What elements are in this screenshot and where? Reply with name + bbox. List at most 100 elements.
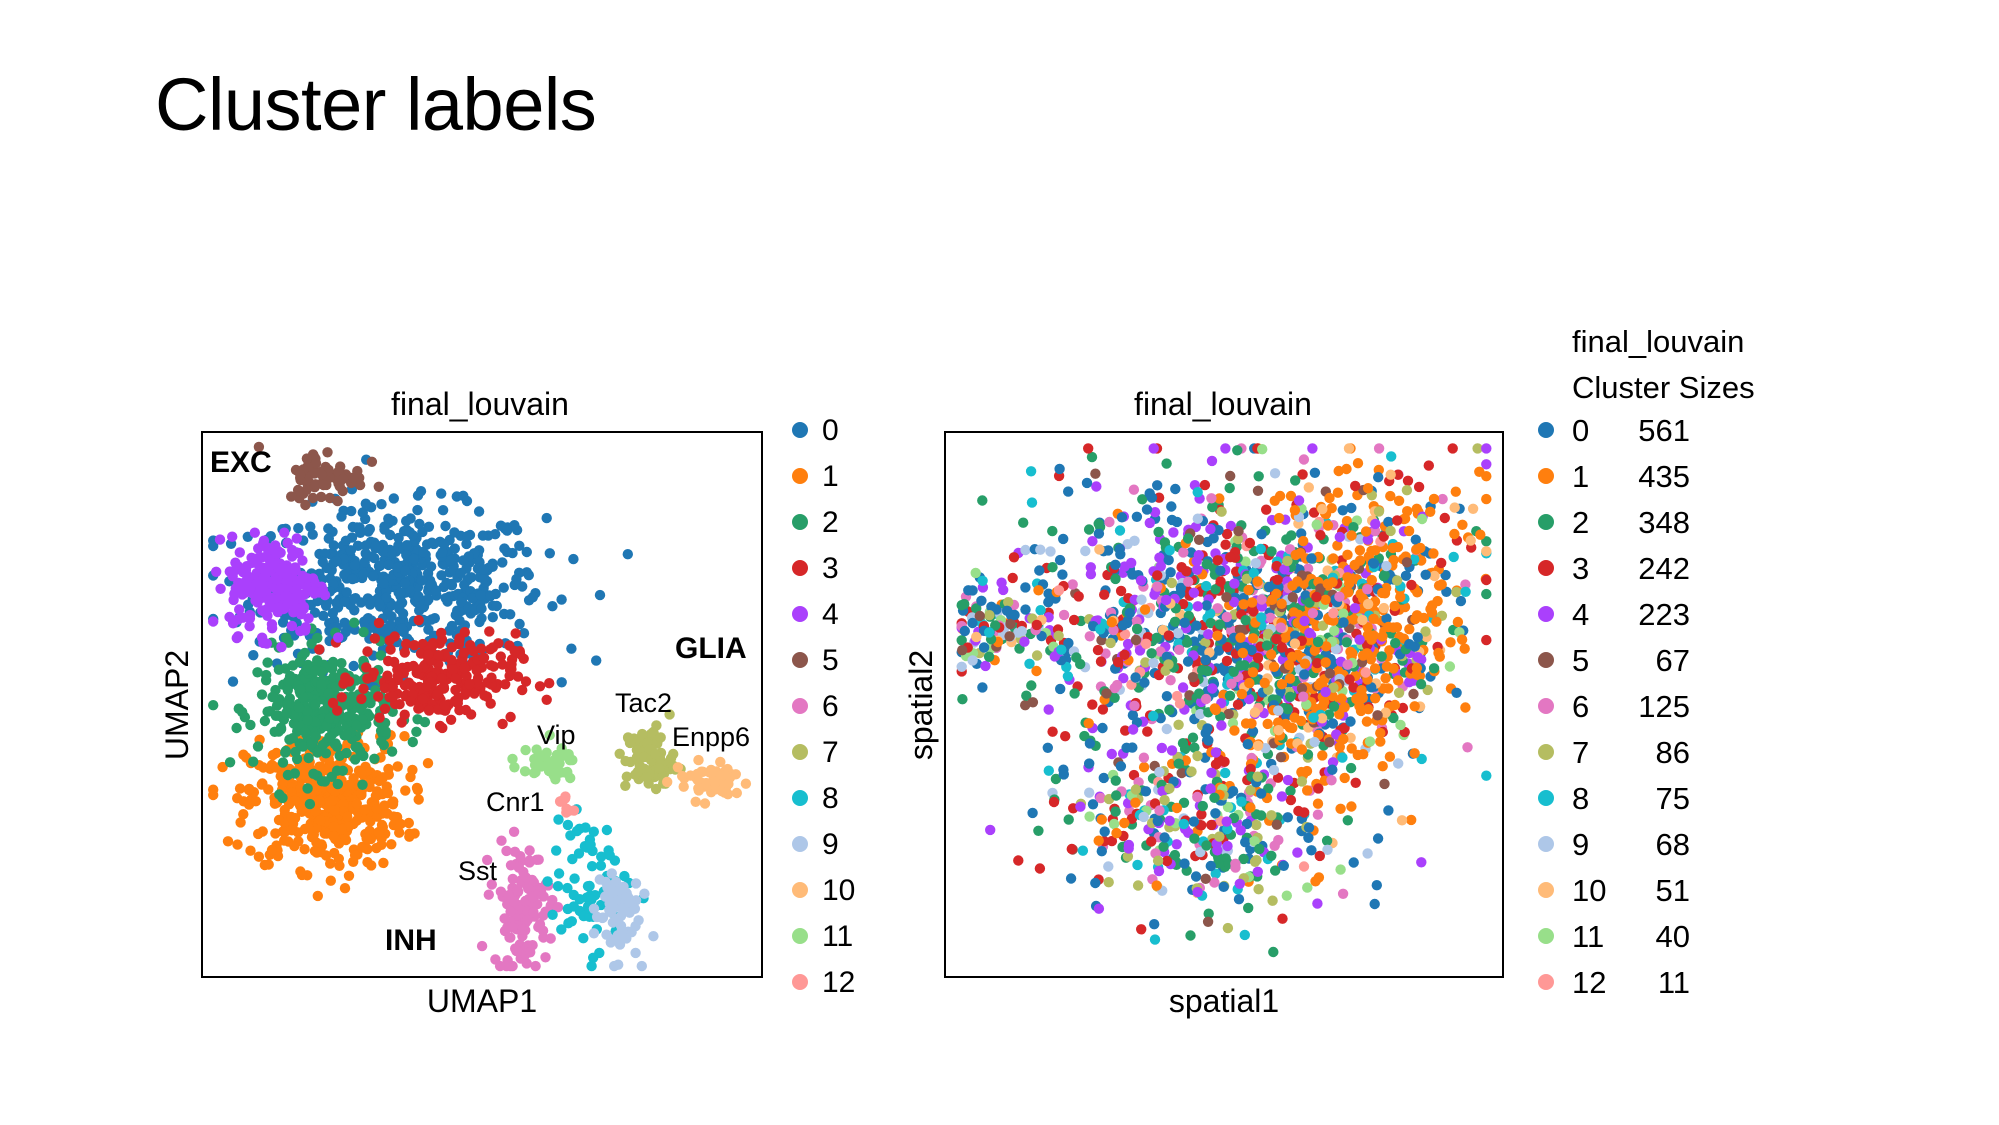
spatial-point-cluster-1 [1411, 610, 1423, 621]
spatial-point-cluster-1 [1214, 493, 1225, 504]
umap-point-cluster-0 [491, 600, 502, 612]
umap-point-cluster-3 [399, 709, 410, 720]
spatial-point-cluster-3 [1392, 469, 1404, 480]
spatial-point-cluster-4 [1293, 495, 1305, 506]
umap-point-cluster-3 [506, 659, 517, 670]
umap-point-cluster-1 [244, 783, 255, 795]
spatial-point-cluster-9 [967, 655, 978, 666]
umap-point-cluster-0 [437, 547, 448, 558]
umap-legend-marker-12 [792, 974, 808, 990]
spatial-point-cluster-1 [1246, 597, 1258, 608]
spatial-point-cluster-1 [1328, 553, 1339, 564]
umap-point-cluster-5 [348, 472, 359, 483]
spatial-point-cluster-4 [1334, 531, 1346, 543]
spatial-point-cluster-2 [1428, 663, 1440, 674]
spatial-point-cluster-3 [1146, 836, 1157, 847]
umap-point-cluster-1 [234, 783, 246, 794]
umap-point-cluster-0 [336, 511, 347, 522]
spatial-point-cluster-8 [1025, 466, 1037, 477]
spatial-point-cluster-7 [1401, 485, 1413, 496]
umap-point-cluster-0 [248, 650, 259, 661]
spatial-point-cluster-1 [1459, 643, 1470, 654]
spatial-point-cluster-10 [1249, 707, 1261, 718]
spatial-point-cluster-2 [1197, 800, 1209, 812]
umap-point-cluster-3 [373, 691, 384, 702]
spatial-point-cluster-5 [1271, 819, 1283, 830]
umap-point-cluster-2 [310, 730, 321, 742]
umap-point-cluster-1 [422, 758, 434, 769]
umap-legend-marker-9 [792, 836, 808, 852]
spatial-point-cluster-7 [1262, 628, 1274, 640]
umap-point-cluster-0 [366, 551, 378, 562]
umap-point-cluster-2 [252, 741, 264, 752]
umap-point-cluster-1 [328, 830, 339, 842]
spatial-point-cluster-0 [1213, 645, 1225, 656]
spatial-point-cluster-4 [1205, 783, 1216, 794]
umap-point-cluster-1 [295, 866, 306, 877]
spatial-point-cluster-4 [1279, 564, 1290, 575]
umap-point-cluster-7 [614, 748, 625, 759]
umap-point-cluster-5 [301, 453, 313, 464]
spatial-point-cluster-10 [1289, 638, 1301, 649]
spatial-point-cluster-3 [1397, 702, 1409, 714]
spatial-point-cluster-6 [1174, 644, 1185, 655]
spatial-point-cluster-6 [1138, 752, 1150, 763]
spatial-point-cluster-0 [1175, 582, 1187, 594]
umap-point-cluster-2 [342, 711, 353, 722]
umap-point-cluster-4 [211, 566, 222, 577]
spatial-point-cluster-2 [1214, 619, 1226, 630]
umap-point-cluster-10 [701, 777, 712, 789]
umap-point-cluster-8 [569, 873, 580, 884]
spatial-point-cluster-3 [1244, 537, 1256, 549]
spatial-point-cluster-1 [1428, 493, 1440, 505]
umap-point-cluster-0 [591, 655, 602, 666]
umap-point-cluster-0 [544, 548, 555, 559]
spatial-point-cluster-7 [1163, 659, 1174, 670]
spatial-point-cluster-4 [1206, 455, 1218, 467]
umap-point-cluster-6 [528, 907, 539, 918]
umap-point-cluster-3 [396, 717, 407, 728]
umap-point-cluster-1 [374, 775, 385, 787]
umap-point-cluster-0 [393, 532, 404, 544]
spatial-point-cluster-1 [1385, 490, 1396, 502]
spatial-point-cluster-4 [1122, 638, 1134, 650]
spatial-legend-label-6: 6 [1572, 689, 1589, 724]
annotation-cnr1: Cnr1 [486, 787, 545, 817]
umap-point-cluster-5 [373, 481, 384, 492]
spatial-point-cluster-9 [1103, 861, 1114, 872]
spatial-point-cluster-3 [1206, 819, 1217, 831]
spatial-point-cluster-2 [1266, 850, 1277, 861]
umap-point-cluster-2 [277, 792, 288, 804]
umap-point-cluster-6 [552, 902, 564, 913]
umap-point-cluster-5 [310, 458, 322, 469]
spatial-point-cluster-9 [1122, 539, 1133, 550]
spatial-point-cluster-10 [1380, 707, 1391, 718]
umap-point-cluster-3 [459, 662, 470, 674]
spatial-point-cluster-1 [1338, 733, 1349, 745]
umap-point-cluster-0 [444, 625, 455, 636]
umap-point-cluster-0 [386, 611, 397, 622]
spatial-point-cluster-1 [1106, 617, 1118, 628]
umap-point-cluster-8 [568, 889, 579, 901]
spatial-point-cluster-9 [1148, 657, 1159, 669]
spatial-point-cluster-2 [1137, 494, 1148, 505]
spatial-point-cluster-1 [1392, 541, 1404, 553]
spatial-point-cluster-2 [1111, 790, 1122, 801]
umap-point-cluster-1 [235, 817, 246, 828]
spatial-point-cluster-2 [1161, 458, 1172, 469]
umap-point-cluster-3 [452, 698, 463, 709]
spatial-point-cluster-1 [1245, 802, 1256, 813]
spatial-point-cluster-1 [1252, 576, 1263, 587]
spatial-point-cluster-3 [1215, 576, 1226, 587]
spatial-point-cluster-1 [1481, 493, 1492, 505]
spatial-point-cluster-3 [1060, 731, 1071, 742]
umap-point-cluster-0 [383, 513, 394, 524]
spatial-point-cluster-1 [1361, 716, 1373, 727]
umap-point-cluster-6 [534, 919, 546, 930]
umap-point-cluster-4 [227, 618, 239, 629]
umap-point-cluster-2 [376, 736, 387, 747]
spatial-point-cluster-3 [1245, 763, 1256, 775]
spatial-point-cluster-3 [1181, 566, 1192, 577]
spatial-point-cluster-11 [1249, 836, 1260, 847]
